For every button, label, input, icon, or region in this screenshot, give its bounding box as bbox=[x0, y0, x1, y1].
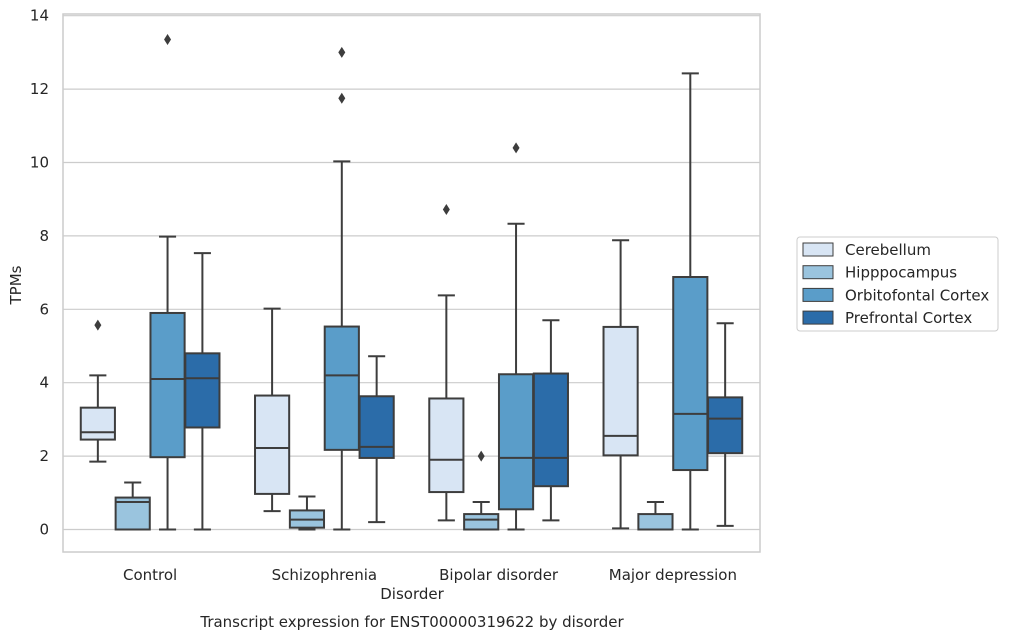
y-tick-label: 4 bbox=[39, 374, 49, 392]
outlier-point bbox=[94, 319, 102, 331]
y-axis-label: TPMs bbox=[7, 265, 25, 305]
outlier-point bbox=[338, 92, 346, 104]
x-axis-label: Disorder bbox=[380, 585, 444, 603]
y-tick-label: 10 bbox=[30, 154, 49, 172]
box-body bbox=[672, 276, 709, 472]
legend-label: Hipppocampus bbox=[845, 264, 957, 282]
legend-label: Orbitofontal Cortex bbox=[845, 286, 989, 304]
box-body bbox=[358, 395, 395, 459]
y-tick-labels: 0 2 4 6 8 10 12 14 bbox=[30, 7, 49, 539]
y-tick-label: 0 bbox=[39, 521, 49, 539]
box-cerebellum bbox=[428, 203, 465, 522]
plot-frame bbox=[62, 13, 761, 553]
legend-swatch bbox=[802, 287, 834, 302]
legend: Cerebellum Hipppocampus Orbitofontal Corte… bbox=[796, 236, 999, 332]
box-cerebellum bbox=[79, 319, 116, 463]
y-tick-label: 8 bbox=[39, 227, 49, 245]
box-cerebellum bbox=[254, 307, 291, 513]
outlier-point bbox=[477, 450, 485, 462]
y-tick-label: 12 bbox=[30, 80, 49, 98]
box-prefrontal-cortex bbox=[184, 252, 221, 531]
box-body bbox=[184, 352, 221, 429]
y-tick-label: 14 bbox=[30, 7, 49, 25]
box-prefrontal-cortex bbox=[707, 322, 744, 527]
x-tick-label: Schizophrenia bbox=[272, 566, 377, 584]
x-tick-label: Major depression bbox=[609, 566, 737, 584]
x-tick-labels: Control Schizophrenia Bipolar disorder Majo… bbox=[123, 566, 737, 584]
box-orbitofontal-cortex bbox=[497, 142, 535, 531]
box-hipppocampus bbox=[463, 450, 500, 531]
outlier-point bbox=[338, 46, 346, 58]
legend-swatch bbox=[802, 242, 834, 257]
legend-frame bbox=[796, 236, 999, 332]
box-orbitofontal-cortex bbox=[672, 72, 709, 531]
box-body bbox=[428, 397, 465, 494]
box-prefrontal-cortex bbox=[532, 319, 569, 522]
box-body bbox=[497, 373, 535, 511]
box-body bbox=[149, 311, 186, 459]
box-hipppocampus bbox=[288, 495, 326, 531]
legend-label: Prefrontal Cortex bbox=[845, 309, 972, 327]
box-cerebellum bbox=[602, 239, 639, 530]
box-hipppocampus bbox=[637, 500, 674, 531]
box-body bbox=[79, 406, 116, 441]
legend-swatch bbox=[802, 265, 834, 280]
y-tick-label: 6 bbox=[39, 300, 49, 318]
box-body bbox=[323, 325, 360, 451]
x-tick-label: Bipolar disorder bbox=[439, 566, 559, 584]
box-orbitofontal-cortex bbox=[149, 34, 186, 531]
box-body bbox=[602, 325, 639, 457]
legend-label: Cerebellum bbox=[845, 241, 931, 259]
outlier-point bbox=[164, 34, 172, 46]
chart-caption: Transcript expression for ENST0000031962… bbox=[199, 613, 624, 631]
box-body bbox=[463, 513, 500, 531]
box-body bbox=[637, 513, 674, 531]
outlier-point bbox=[442, 203, 450, 215]
box-hipppocampus bbox=[114, 481, 151, 531]
y-tick-label: 2 bbox=[39, 447, 49, 465]
box-prefrontal-cortex bbox=[358, 355, 395, 524]
x-tick-label: Control bbox=[123, 566, 177, 584]
box-body bbox=[254, 394, 291, 495]
box-body bbox=[532, 372, 569, 488]
boxes bbox=[79, 34, 744, 531]
box-orbitofontal-cortex bbox=[323, 46, 360, 531]
outlier-point bbox=[512, 142, 520, 154]
legend-swatch bbox=[802, 310, 834, 325]
box-body bbox=[707, 396, 744, 455]
